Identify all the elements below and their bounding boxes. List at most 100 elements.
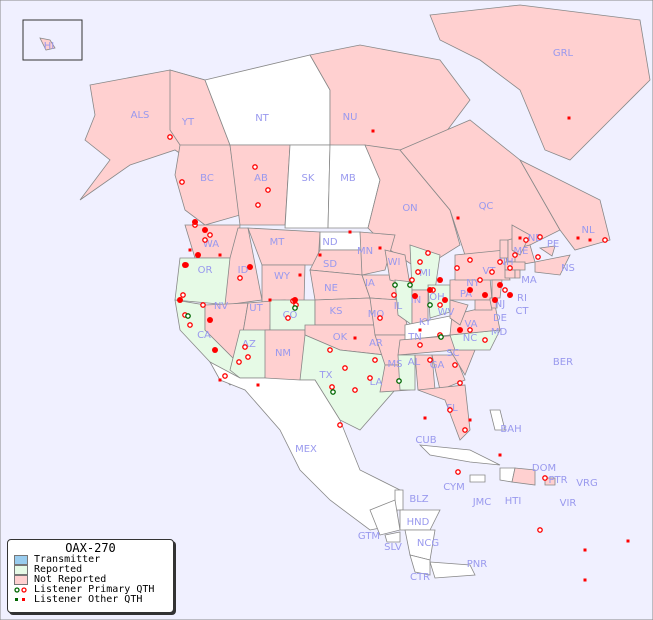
region-label-als: ALS — [131, 110, 150, 121]
listener-primary-qth-marker — [265, 187, 271, 193]
listener-primary-qth-cluster — [492, 297, 498, 303]
region-label-ma: MA — [521, 275, 537, 286]
listener-primary-qth-marker — [457, 380, 463, 386]
region-label-bc: BC — [200, 173, 214, 184]
listener-primary-qth-marker — [187, 322, 193, 328]
listener-other-qth-marker — [498, 453, 502, 457]
region-label-pe: PE — [547, 239, 559, 250]
listener-other-qth-marker — [456, 216, 460, 220]
region-label-il: IL — [394, 301, 403, 312]
land-regions — [39, 4, 651, 579]
listener-primary-qth-cluster — [247, 264, 253, 270]
region-label-on: ON — [402, 203, 417, 214]
listener-other-qth-marker — [371, 129, 375, 133]
region-label-tx: TX — [319, 370, 333, 381]
region-hi — [39, 37, 56, 51]
region-label-sd: SD — [323, 259, 337, 270]
legend: OAX-270 Transmitter Reported Not Reporte… — [7, 539, 174, 613]
region-label-hi: HI — [44, 41, 54, 52]
listener-other-qth-marker — [318, 253, 322, 257]
listener-primary-qth-marker — [167, 134, 173, 140]
region-label-in: IN — [411, 295, 421, 306]
listener-primary-qth-marker — [367, 375, 373, 381]
listener-primary-qth-marker — [255, 202, 261, 208]
region-label-mo: MO — [368, 309, 385, 320]
listener-primary-qth-cluster — [195, 252, 201, 258]
region-ri — [514, 269, 521, 279]
listener-primary-qth-marker — [425, 250, 431, 256]
region-label-mi: MI — [419, 268, 431, 279]
listener-primary-qth-marker — [417, 259, 423, 265]
region-vt — [499, 239, 509, 259]
listener-primary-qth-cluster — [177, 297, 183, 303]
region-nl — [518, 159, 611, 251]
region-label-ok: OK — [333, 332, 348, 343]
region-label-ncg: NCG — [417, 538, 439, 549]
region-id — [224, 227, 263, 306]
region-label-vrg: VRG — [576, 478, 598, 489]
legend-label: Reported — [34, 564, 83, 575]
listener-primary-qth-marker — [377, 315, 383, 321]
region-label-ia: IA — [365, 278, 375, 289]
region-label-id: ID — [238, 265, 249, 276]
listener-primary-qth-cluster — [497, 282, 503, 288]
listener-primary-qth-marker-reported — [330, 389, 336, 395]
listener-other-qth-marker — [218, 253, 222, 257]
listener-primary-qth-marker — [427, 357, 433, 363]
region-label-qc: QC — [479, 201, 494, 212]
listener-other-qth-marker — [423, 416, 427, 420]
listener-primary-qth-marker — [447, 407, 453, 413]
listener-primary-qth-marker — [207, 232, 213, 238]
hawaii-inset-frame — [22, 19, 83, 61]
region-label-dom: DOM — [532, 463, 556, 474]
region-label-mt: MT — [270, 237, 286, 248]
region-grl — [429, 4, 651, 161]
region-ab — [229, 144, 291, 226]
listener-primary-qth-marker — [537, 234, 543, 240]
legend-item-not-reported: Not Reported — [8, 575, 173, 585]
region-label-tn: TN — [407, 332, 422, 343]
region-bah — [489, 409, 506, 431]
region-label-ptr: PTR — [548, 475, 567, 486]
square-marker-icon — [14, 597, 28, 603]
listener-other-qth-marker — [576, 236, 580, 240]
listener-primary-qth-marker — [179, 179, 185, 185]
region-me — [511, 224, 531, 256]
listener-other-qth-marker — [588, 238, 592, 242]
region-label-hti: HTI — [505, 496, 522, 507]
region-label-ms: MS — [388, 359, 403, 370]
region-label-ut: UT — [249, 303, 263, 314]
region-label-pa: PA — [460, 289, 472, 300]
legend-item-transmitter: Transmitter — [8, 555, 173, 565]
region-label-hnd: HND — [407, 517, 430, 528]
listener-other-qth-marker — [298, 273, 302, 277]
listener-primary-qth-marker — [497, 259, 503, 265]
listener-other-qth-marker — [268, 298, 272, 302]
listener-primary-qth-cluster — [507, 292, 513, 298]
region-label-sc: SC — [446, 348, 459, 359]
listener-primary-qth-marker — [327, 347, 333, 353]
listener-primary-qth-marker — [329, 384, 335, 390]
listener-primary-qth-marker — [342, 365, 348, 371]
listener-other-qth-marker — [218, 378, 222, 382]
listener-other-qth-marker — [378, 246, 382, 250]
region-pe — [538, 245, 556, 257]
region-label-ks: KS — [330, 306, 343, 317]
region-label-nu: NU — [343, 112, 358, 123]
region-ns — [534, 254, 571, 276]
listener-other-qth-marker — [353, 336, 357, 340]
listener-primary-qth-marker — [455, 469, 461, 475]
listener-primary-qth-marker — [482, 337, 488, 343]
region-label-vir: VIR — [560, 498, 577, 509]
region-label-oh: OH — [429, 292, 444, 303]
reported-swatch — [14, 565, 28, 575]
listener-primary-qth-marker — [180, 292, 186, 298]
listener-primary-qth-marker — [523, 237, 529, 243]
listener-primary-qth-cluster — [292, 297, 298, 303]
listener-primary-qth-cluster — [457, 327, 463, 333]
listener-primary-qth-cluster — [207, 317, 213, 323]
listener-other-qth-marker — [188, 248, 192, 252]
region-md — [474, 299, 493, 311]
listener-primary-qth-marker — [222, 373, 228, 379]
listener-other-qth-marker — [583, 578, 587, 582]
